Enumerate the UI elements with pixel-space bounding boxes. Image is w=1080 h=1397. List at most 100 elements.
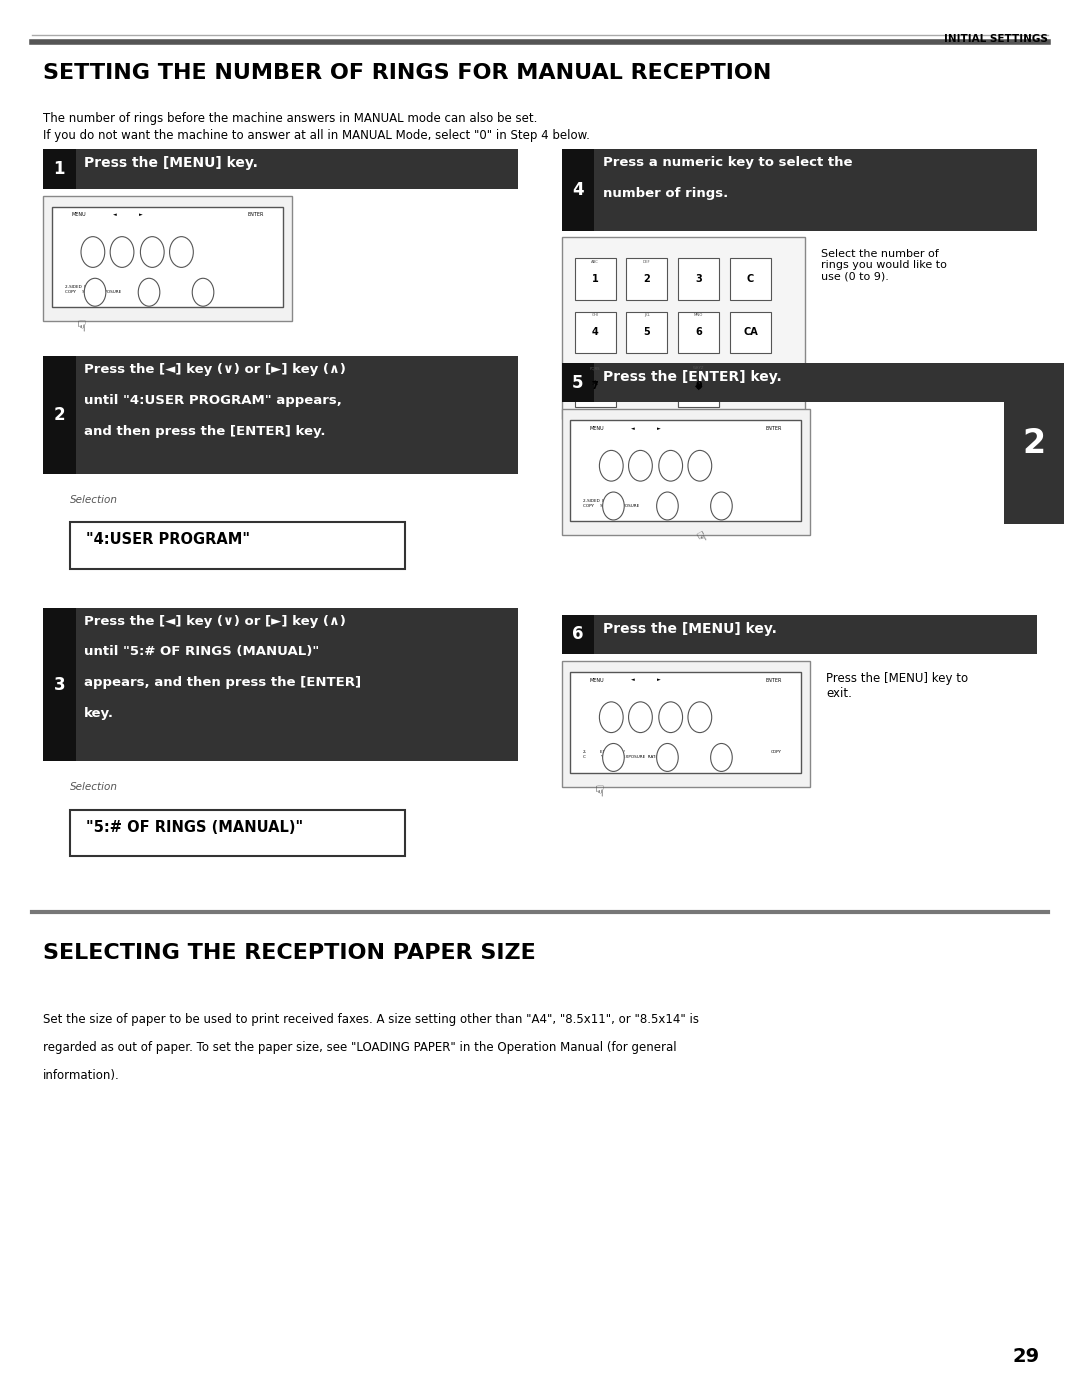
Text: MENU: MENU	[71, 212, 86, 218]
Text: *: *	[592, 379, 598, 393]
Text: Selection: Selection	[70, 782, 118, 792]
Text: ∧: ∧	[669, 464, 673, 468]
Text: 7: 7	[592, 380, 598, 391]
Text: 6: 6	[696, 327, 702, 338]
Text: Select the number of
rings you would like to
use (0 to 9).: Select the number of rings you would lik…	[821, 249, 947, 282]
Circle shape	[81, 236, 105, 267]
Text: ☞: ☞	[690, 528, 710, 546]
Bar	[70, 522, 405, 569]
Text: until "4:USER PROGRAM" appears,: until "4:USER PROGRAM" appears,	[84, 394, 342, 407]
Text: until "5:# OF RINGS (MANUAL)": until "5:# OF RINGS (MANUAL)"	[84, 645, 320, 658]
Text: 29: 29	[1012, 1347, 1040, 1366]
Text: C: C	[747, 274, 754, 285]
Circle shape	[138, 278, 160, 306]
Text: GHI: GHI	[592, 313, 598, 317]
Bar	[678, 365, 719, 407]
Text: INITIAL SETTINGS: INITIAL SETTINGS	[944, 34, 1048, 43]
Bar	[562, 409, 810, 535]
Text: 2: 2	[1023, 427, 1045, 460]
Text: 9: 9	[696, 380, 702, 391]
Text: 4: 4	[572, 182, 583, 198]
Text: 2-
C: 2- C	[583, 750, 588, 759]
Text: SETTING THE NUMBER OF RINGS FOR MANUAL RECEPTION: SETTING THE NUMBER OF RINGS FOR MANUAL R…	[43, 63, 771, 82]
Text: ∨: ∨	[120, 250, 124, 254]
Circle shape	[659, 450, 683, 481]
Circle shape	[603, 743, 624, 771]
Text: "5:# OF RINGS (MANUAL)": "5:# OF RINGS (MANUAL)"	[86, 820, 303, 835]
Text: key.: key.	[84, 707, 114, 719]
Text: ◄: ◄	[631, 426, 635, 432]
Circle shape	[84, 278, 106, 306]
Bar	[570, 420, 801, 521]
Text: 1: 1	[54, 161, 65, 177]
Bar	[562, 661, 810, 787]
Circle shape	[140, 236, 164, 267]
Text: information).: information).	[43, 1069, 120, 1081]
Text: 3: 3	[696, 274, 702, 285]
Bar	[43, 149, 518, 189]
Circle shape	[170, 236, 193, 267]
Bar	[730, 258, 771, 300]
Text: 2-SIDED  E-SORT/
COPY     SP.FUN  EXPOSURE: 2-SIDED E-SORT/ COPY SP.FUN EXPOSURE	[583, 499, 639, 507]
Text: 3: 3	[54, 676, 65, 693]
Text: MNO: MNO	[694, 313, 703, 317]
Circle shape	[629, 701, 652, 732]
Circle shape	[688, 701, 712, 732]
Text: Press the [◄] key (∨) or [►] key (∧): Press the [◄] key (∨) or [►] key (∧)	[84, 363, 346, 376]
Text: and then press the [ENTER] key.: and then press the [ENTER] key.	[84, 425, 326, 437]
Text: MENU: MENU	[590, 426, 605, 432]
Text: If you do not want the machine to answer at all in MANUAL Mode, select "0" in St: If you do not want the machine to answer…	[43, 129, 590, 141]
Text: 4: 4	[592, 327, 598, 338]
Circle shape	[657, 492, 678, 520]
Text: JKL: JKL	[644, 313, 650, 317]
Bar	[70, 810, 405, 856]
Circle shape	[599, 450, 623, 481]
Text: Press the [MENU] key to
exit.: Press the [MENU] key to exit.	[826, 672, 969, 700]
Text: Press the [◄] key (∨) or [►] key (∧): Press the [◄] key (∨) or [►] key (∧)	[84, 615, 346, 627]
Bar	[562, 615, 1037, 654]
Bar	[570, 672, 801, 773]
Bar	[626, 258, 667, 300]
Text: ∧: ∧	[150, 250, 154, 254]
Bar	[43, 196, 292, 321]
Bar	[626, 312, 667, 353]
Text: regarded as out of paper. To set the paper size, see "LOADING PAPER" in the Oper: regarded as out of paper. To set the pap…	[43, 1041, 677, 1053]
Bar	[43, 356, 518, 474]
Text: 5: 5	[572, 374, 583, 391]
Text: COPY: COPY	[771, 750, 782, 754]
Bar	[562, 149, 594, 231]
Text: Press the [ENTER] key.: Press the [ENTER] key.	[603, 370, 782, 384]
Text: appears, and then press the [ENTER]: appears, and then press the [ENTER]	[84, 676, 362, 689]
Circle shape	[711, 492, 732, 520]
Text: ∨: ∨	[638, 464, 643, 468]
Text: 2: 2	[54, 407, 65, 423]
Bar	[730, 312, 771, 353]
Text: ►: ►	[657, 426, 661, 432]
Text: SELECTING THE RECEPTION PAPER SIZE: SELECTING THE RECEPTION PAPER SIZE	[43, 943, 536, 963]
Bar	[562, 237, 805, 419]
Text: ◄: ◄	[631, 678, 635, 683]
Text: Press the [MENU] key.: Press the [MENU] key.	[603, 622, 777, 636]
Text: Press a numeric key to select the: Press a numeric key to select the	[603, 156, 852, 169]
Text: ENTER: ENTER	[766, 426, 782, 432]
Text: "4:USER PROGRAM": "4:USER PROGRAM"	[86, 532, 251, 548]
Text: 2-SIDED  E-SORT/
COPY     SP.FUN  EXPOSURE: 2-SIDED E-SORT/ COPY SP.FUN EXPOSURE	[65, 285, 121, 293]
Bar	[678, 312, 719, 353]
Text: ∧: ∧	[669, 715, 673, 719]
Text: Press the [MENU] key.: Press the [MENU] key.	[84, 156, 258, 170]
Text: MENU: MENU	[590, 678, 605, 683]
Bar	[678, 365, 719, 407]
Bar	[43, 356, 76, 474]
Text: The number of rings before the machine answers in MANUAL mode can also be set.: The number of rings before the machine a…	[43, 112, 538, 124]
Circle shape	[657, 743, 678, 771]
Text: number of rings.: number of rings.	[603, 187, 728, 200]
Bar	[1004, 363, 1064, 524]
Bar	[43, 149, 76, 189]
Text: ►: ►	[138, 212, 143, 218]
Text: CA: CA	[743, 327, 758, 338]
Bar	[562, 363, 594, 402]
Bar	[43, 608, 518, 761]
Circle shape	[629, 450, 652, 481]
Text: ◄: ◄	[112, 212, 117, 218]
Circle shape	[192, 278, 214, 306]
